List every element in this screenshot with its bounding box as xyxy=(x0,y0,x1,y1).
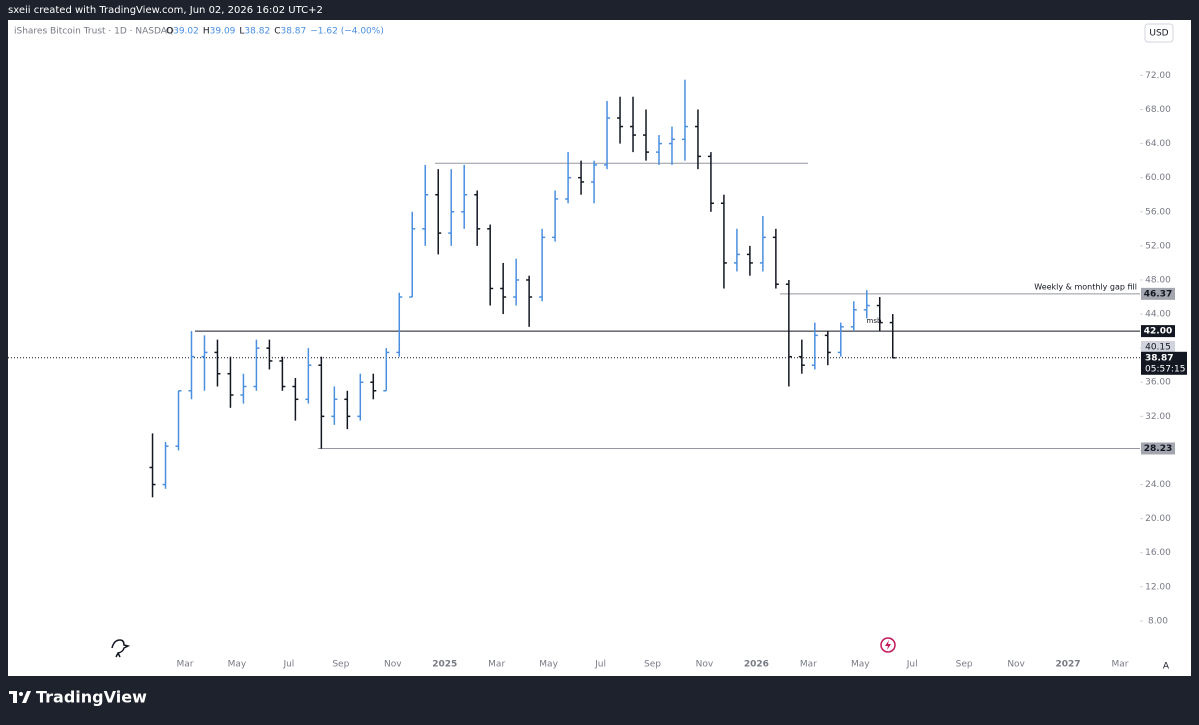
legend-l: 38.82 xyxy=(244,27,270,37)
tv-logo xyxy=(9,691,31,703)
chart-panel xyxy=(8,20,1191,676)
event-bolt xyxy=(885,640,891,650)
legend-c-label: C xyxy=(274,27,280,37)
legend-change: −1.62 (−4.00%) xyxy=(310,27,384,37)
legend-h-label: H xyxy=(203,27,210,37)
x-tick-label: Nov xyxy=(1007,660,1025,670)
y-tick-label: 36.00 xyxy=(1145,378,1171,388)
y-tick-label: 20.00 xyxy=(1145,514,1171,524)
ohlc-legend: O 39.02 H 39.09 L 38.82 C 38.87 −1.62 (−4.00%) xyxy=(166,27,384,37)
x-tick-label: Mar xyxy=(800,660,817,670)
x-tick-label: 2027 xyxy=(1056,660,1081,670)
scale-mode[interactable]: A xyxy=(1163,662,1170,672)
y-tick-label: 12.00 xyxy=(1145,582,1171,592)
y-tick-label: 8.00 xyxy=(1148,616,1168,626)
x-tick-label: 2026 xyxy=(744,660,769,670)
price-tag: 28.23 xyxy=(1144,444,1172,454)
event-icon[interactable] xyxy=(880,637,896,653)
x-tick-label: Mar xyxy=(488,660,505,670)
last-price: 38.87 xyxy=(1145,353,1173,363)
countdown: 05:57:15 xyxy=(1145,364,1185,374)
y-tick-label: 56.00 xyxy=(1145,207,1171,217)
last-price-bg xyxy=(1141,351,1187,375)
y-tick-label: 60.00 xyxy=(1145,173,1171,183)
y-tick-label: 32.00 xyxy=(1145,412,1171,422)
y-tick-label: 52.00 xyxy=(1145,241,1171,251)
y-tick-label: 24.00 xyxy=(1145,480,1171,490)
annotation: msb xyxy=(867,317,882,325)
x-tick-label: Mar xyxy=(177,660,194,670)
legend-h: 39.09 xyxy=(210,27,236,37)
credit: sxeii created with TradingView.com, Jun … xyxy=(8,5,323,16)
legend-l-label: L xyxy=(239,27,244,37)
price-tag: 42.00 xyxy=(1144,327,1172,337)
x-tick-label: Sep xyxy=(644,660,661,670)
legend-o-label: O xyxy=(166,27,173,37)
y-tick-label: 16.00 xyxy=(1145,548,1171,558)
currency-box xyxy=(1144,23,1174,43)
x-tick-label: Jul xyxy=(906,660,918,670)
currency: USD xyxy=(1149,29,1168,39)
x-tick-label: May xyxy=(539,660,558,670)
x-tick-label: Mar xyxy=(1112,660,1129,670)
legend-o: 39.02 xyxy=(173,27,199,37)
x-tick-label: May xyxy=(228,660,247,670)
price-tag: 46.37 xyxy=(1144,289,1172,299)
x-tick-label: Nov xyxy=(384,660,402,670)
y-tick-label: 68.00 xyxy=(1145,105,1171,115)
x-tick-label: May xyxy=(851,660,870,670)
price-tag: 40.15 xyxy=(1145,342,1171,352)
price-tag-bg xyxy=(1141,325,1175,338)
level-note: Weekly & monthly gap fill xyxy=(1034,282,1137,291)
x-tick-label: Sep xyxy=(956,660,973,670)
x-tick-label: Jul xyxy=(594,660,606,670)
price-tag-bg xyxy=(1141,442,1175,455)
chart-title: iShares Bitcoin Trust · 1D · NASDAQ xyxy=(14,27,174,37)
y-tick-label: 48.00 xyxy=(1145,275,1171,285)
brand: TradingView xyxy=(36,688,147,707)
price-tag-bg xyxy=(1141,340,1175,353)
y-tick-label: 72.00 xyxy=(1145,71,1171,81)
x-tick-label: Nov xyxy=(696,660,714,670)
y-tick-label: 44.00 xyxy=(1145,310,1171,320)
x-tick-label: Sep xyxy=(332,660,349,670)
price-tag-bg xyxy=(1141,287,1175,300)
x-tick-label: Jul xyxy=(282,660,294,670)
y-tick-label: 64.00 xyxy=(1145,139,1171,149)
legend-c: 38.87 xyxy=(280,27,306,37)
x-tick-label: 2025 xyxy=(432,660,457,670)
